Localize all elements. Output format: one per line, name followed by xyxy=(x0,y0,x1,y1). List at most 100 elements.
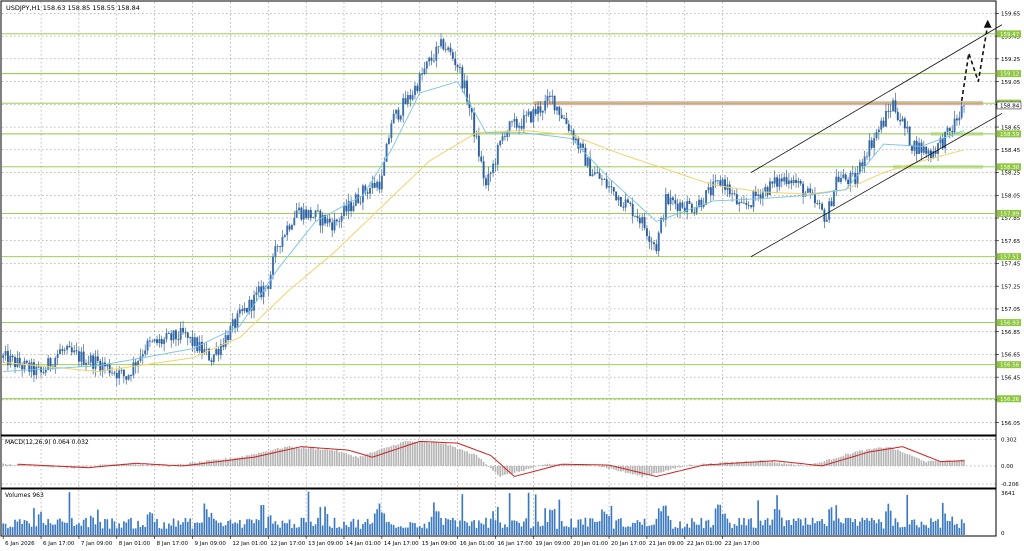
candle-body xyxy=(444,49,447,51)
candle-body xyxy=(300,207,303,220)
candle-body xyxy=(937,143,939,154)
grid-lines xyxy=(2,2,996,535)
candle-body xyxy=(23,360,26,370)
candle-body xyxy=(383,161,386,176)
candle-body xyxy=(527,111,530,116)
time-tick-label: 6 Jan 17:00 xyxy=(43,541,75,547)
candle-body xyxy=(373,183,376,188)
candle-body xyxy=(707,187,710,191)
candle-body xyxy=(487,173,490,186)
time-tick-label: 9 Jan 09:00 xyxy=(195,541,227,547)
candle-body xyxy=(605,179,608,188)
level-price-tag-label: 156.56 xyxy=(1000,363,1020,369)
candle-body xyxy=(115,372,118,379)
time-tick-label: 19 Jan 09:00 xyxy=(535,541,570,547)
candle-body xyxy=(608,186,610,188)
time-tick-label: 22 Jan 01:00 xyxy=(687,541,722,547)
candle-body xyxy=(643,217,646,229)
candle-body xyxy=(35,366,38,376)
price-tick-label: 159.05 xyxy=(1001,80,1021,86)
candle-body xyxy=(482,161,485,179)
candle-body xyxy=(622,206,625,208)
candle-body xyxy=(442,39,445,50)
candle-body xyxy=(541,110,544,113)
candle-body xyxy=(418,73,421,92)
candle-body xyxy=(210,360,213,362)
candle-body xyxy=(236,313,239,328)
symbol-info: USDJPY,H1 158.63 158.85 158.55 158.84 xyxy=(6,4,140,12)
candle-body xyxy=(451,52,454,59)
time-axis: 6 Jan 2026 6 Jan 17:00 7 Jan 09:00 8 Jan 01… xyxy=(2,536,760,547)
candle-body xyxy=(205,348,208,350)
candle-body xyxy=(111,372,113,374)
candle-body xyxy=(681,202,684,208)
candle-body xyxy=(709,187,712,196)
candle-body xyxy=(82,351,85,365)
candle-body xyxy=(148,340,151,342)
candle-body xyxy=(331,222,334,231)
candle-body xyxy=(231,319,234,327)
horizontal-levels xyxy=(2,33,996,400)
candle-body xyxy=(416,85,419,92)
candle-body xyxy=(255,292,258,296)
price-tick-label: 156.85 xyxy=(1001,330,1021,336)
candle-body xyxy=(953,118,956,133)
macd-tick-label: 0.302 xyxy=(1001,437,1017,443)
moving-averages xyxy=(3,81,965,373)
volume-tick-label: 0 xyxy=(1001,531,1005,537)
candle-body xyxy=(127,375,130,380)
candle-body xyxy=(932,151,935,159)
candle-body xyxy=(99,360,102,372)
candle-body xyxy=(948,127,951,132)
candle-body xyxy=(272,256,274,275)
candle-body xyxy=(565,118,568,125)
candle-body xyxy=(956,118,958,121)
candle-body xyxy=(347,201,350,212)
candle-body xyxy=(548,95,551,97)
level-price-tag-label: 159.47 xyxy=(1000,32,1020,38)
candle-body xyxy=(298,207,300,211)
candle-body xyxy=(279,246,282,247)
candle-body xyxy=(317,210,319,212)
candle-body xyxy=(468,101,471,109)
candle-body xyxy=(113,372,116,374)
candle-body xyxy=(447,47,450,50)
candle-body xyxy=(151,341,154,343)
candle-body xyxy=(16,357,19,368)
candle-body xyxy=(551,95,554,97)
candle-body xyxy=(324,214,326,224)
time-tick-label: 12 Jan 01:00 xyxy=(232,541,267,547)
candle-body xyxy=(695,206,698,213)
candle-body xyxy=(598,172,601,179)
candle-body xyxy=(201,341,203,354)
candle-body xyxy=(175,330,177,340)
channel-lower-line xyxy=(750,113,1003,257)
candle-body xyxy=(156,339,158,344)
candle-body xyxy=(650,241,653,243)
candle-body xyxy=(246,308,248,313)
candle-body xyxy=(792,179,795,184)
candle-body xyxy=(94,356,97,369)
candle-body xyxy=(203,349,206,354)
time-tick-label: 8 Jan 01:00 xyxy=(119,541,151,547)
candle-body xyxy=(477,135,480,157)
candle-body xyxy=(167,333,170,335)
level-price-tag xyxy=(997,209,1021,217)
candle-body xyxy=(766,187,769,195)
candle-body xyxy=(59,349,61,355)
candle-body xyxy=(674,200,677,204)
candle-body xyxy=(802,183,805,197)
candle-body xyxy=(186,332,189,338)
candle-body xyxy=(873,138,876,148)
candle-body xyxy=(193,337,196,347)
price-tick-label: 157.85 xyxy=(1001,216,1021,222)
candle-body xyxy=(920,142,923,153)
price-tick-label: 158.25 xyxy=(1001,171,1021,177)
candle-body xyxy=(494,163,497,165)
candle-body xyxy=(868,140,871,157)
candle-body xyxy=(11,355,14,358)
candle-body xyxy=(556,106,558,111)
candle-body xyxy=(908,126,911,146)
candle-body xyxy=(456,64,459,68)
